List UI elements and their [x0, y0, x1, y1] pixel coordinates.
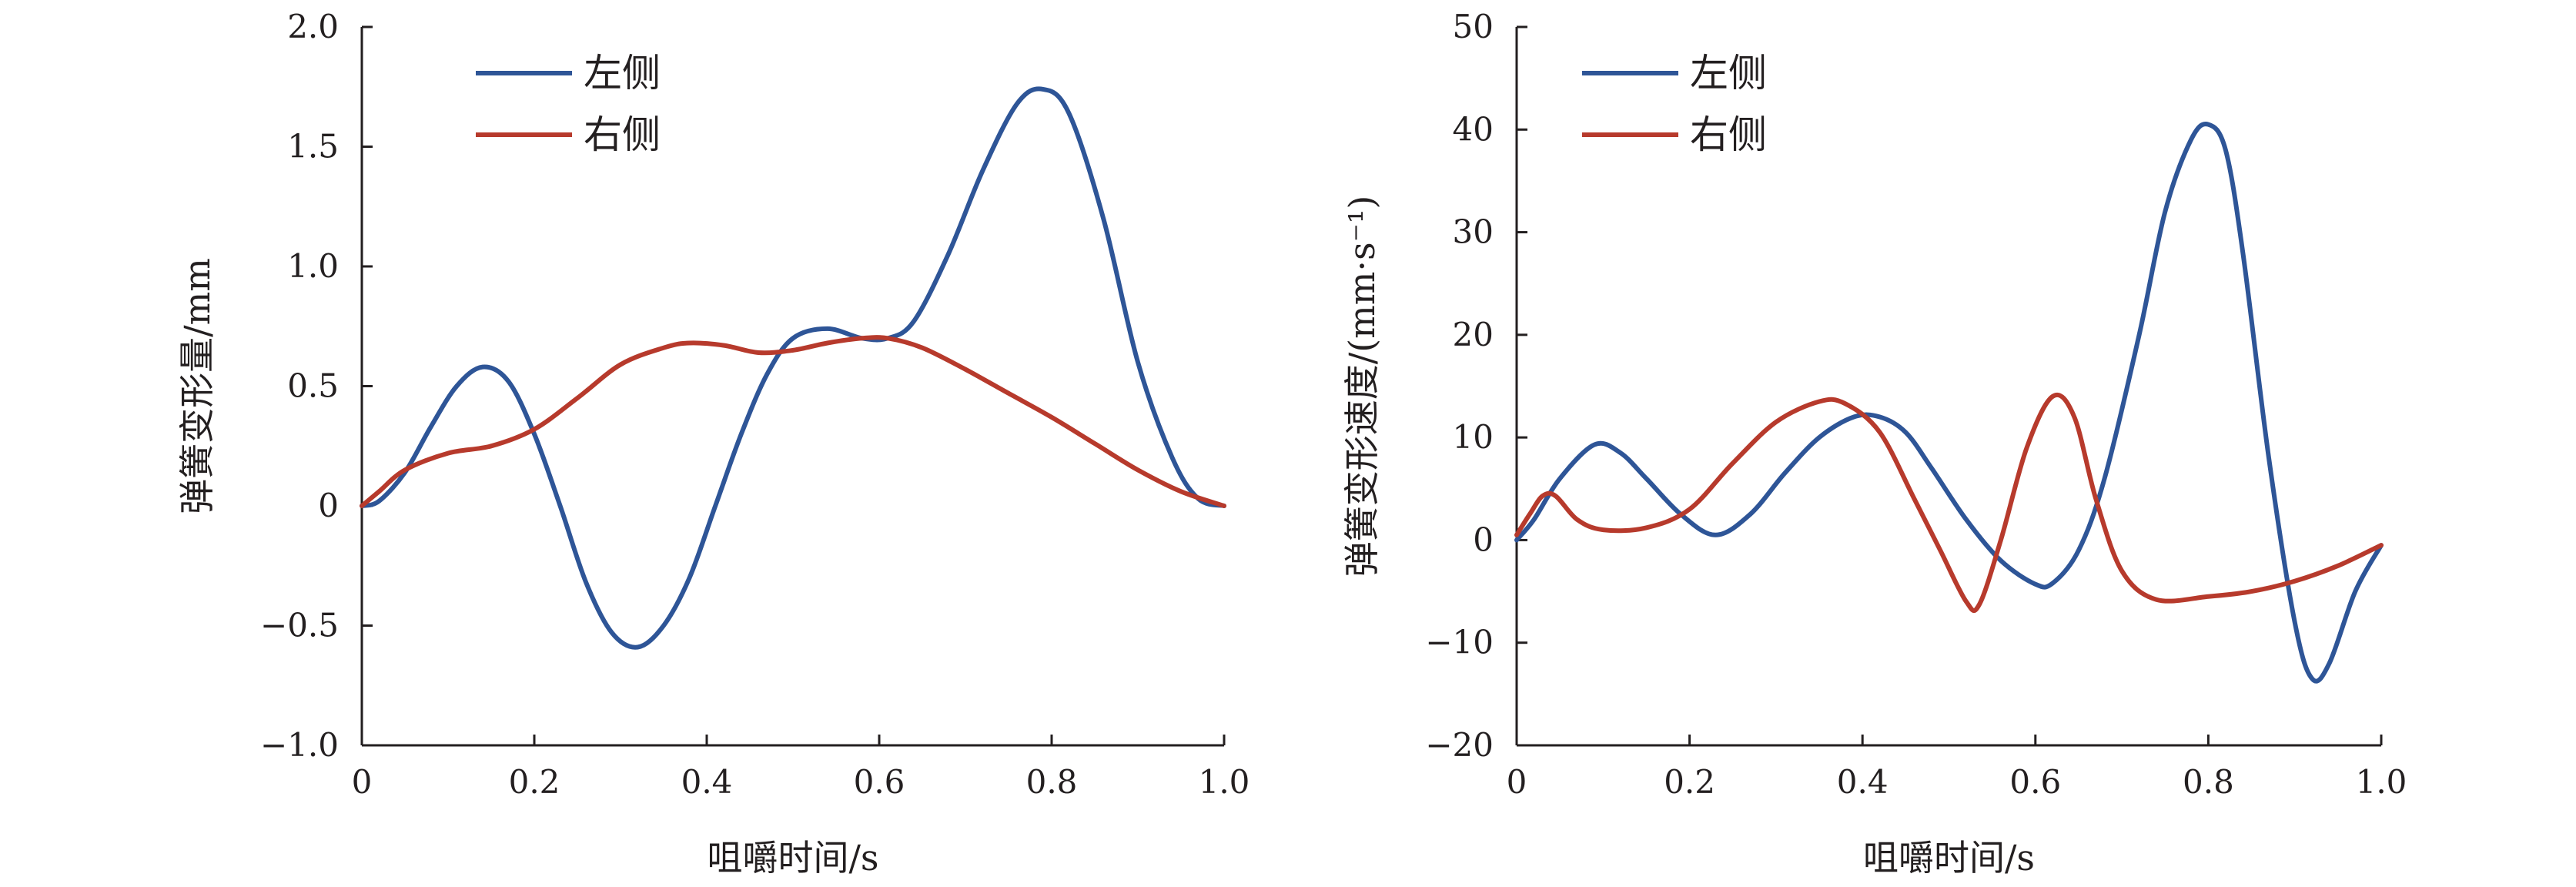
y-axis-title: 弹簧变形速度/(mm·s⁻¹)	[1341, 196, 1383, 577]
y-tick-label: 0	[1473, 520, 1494, 558]
y-tick-label: 50	[1453, 8, 1494, 45]
x-tick-label: 0.8	[2183, 763, 2234, 801]
x-tick-label: 0.2	[1664, 763, 1715, 801]
left-chart-panel: −1.0 −0.5 0 0.5 1.0 1.5 2.0 0 0.2 0.4 0.6 0.8 1.0 咀嚼时…	[176, 8, 1250, 879]
y-tick-label: −10	[1425, 624, 1494, 661]
x-tick-label: 1.0	[2356, 763, 2407, 801]
legend-label: 右侧	[1690, 112, 1767, 157]
x-tick-label: 0.6	[2009, 763, 2061, 801]
y-tick-label: 0	[318, 487, 339, 524]
series-line-left-side	[360, 86, 1226, 650]
x-tick-label: 0.2	[509, 763, 560, 801]
y-tick-label: −0.5	[260, 607, 339, 644]
x-tick-label: 0	[352, 763, 373, 801]
y-tick-label: 40	[1453, 110, 1494, 148]
legend-label: 左侧	[584, 51, 661, 95]
series-line-left-side	[1514, 122, 2384, 684]
legend-label: 右侧	[584, 112, 661, 157]
y-tick-label: −20	[1425, 726, 1494, 764]
y-tick-label: 2.0	[287, 8, 339, 45]
y-tick-label: 10	[1453, 418, 1494, 456]
x-tick-label: 0.8	[1026, 763, 1078, 801]
series-line-right-side	[360, 335, 1226, 508]
x-axis-title: 咀嚼时间/s	[707, 837, 878, 879]
right-chart-panel: −20 −10 0 10 20 30 40 50 0 0.2 0.4 0.6 0.8 1.0 咀嚼时间/s 弹…	[1341, 8, 2407, 879]
y-tick-label: 20	[1453, 316, 1494, 353]
x-tick-label: 0	[1507, 763, 1527, 801]
y-tick-label: 1.5	[287, 128, 339, 166]
y-tick-label: 1.0	[287, 247, 339, 285]
x-tick-label: 0.4	[1837, 763, 1889, 801]
y-axis-title: 弹簧变形量/mm	[176, 258, 218, 514]
legend-label: 左侧	[1690, 51, 1767, 95]
x-tick-label: 0.4	[681, 763, 733, 801]
x-axis-title: 咀嚼时间/s	[1863, 837, 2035, 879]
y-tick-label: 0.5	[287, 367, 339, 405]
series-line-right-side	[1514, 393, 2384, 614]
y-tick-label: −1.0	[260, 726, 339, 764]
x-tick-label: 0.6	[854, 763, 905, 801]
y-tick-label: 30	[1453, 213, 1494, 251]
x-tick-label: 1.0	[1199, 763, 1250, 801]
